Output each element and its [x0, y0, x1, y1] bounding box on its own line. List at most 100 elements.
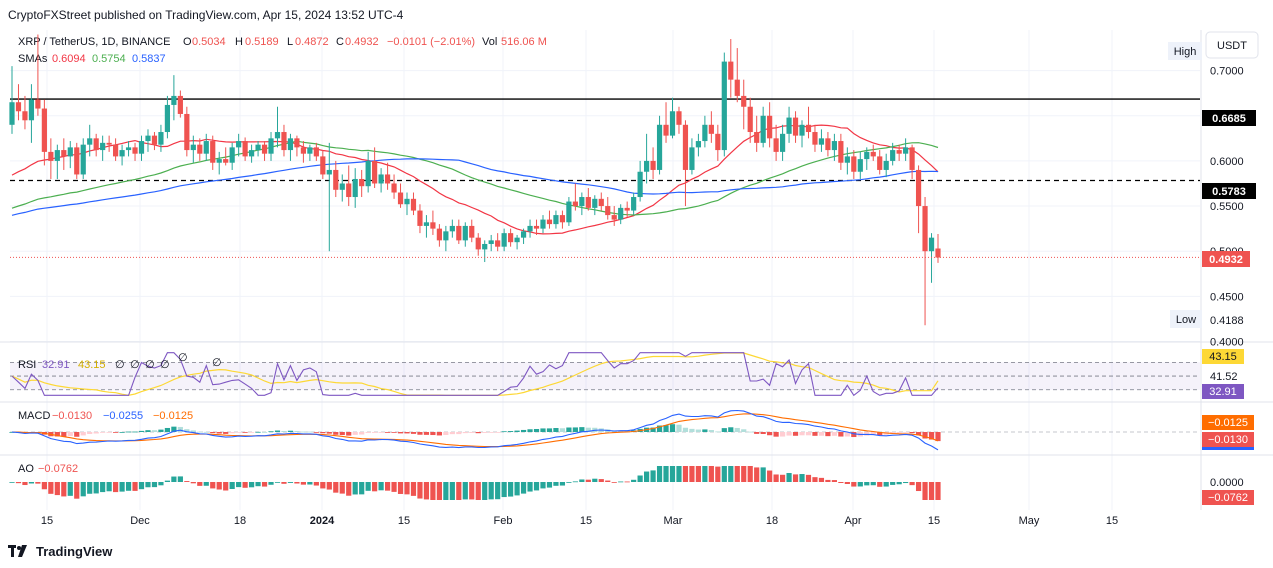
ao-bar: [410, 482, 417, 496]
candle-body: [339, 183, 345, 190]
macd-histogram-bar: [520, 429, 527, 432]
candle-body: [132, 147, 138, 154]
macd-histogram-bar: [896, 432, 902, 434]
candle-body: [702, 124, 708, 142]
ao-bar: [909, 482, 915, 486]
macd-histogram-bar: [190, 430, 196, 432]
rsi-axis: 43.15 41.52 32.91: [1202, 349, 1244, 399]
ao-bar: [890, 482, 896, 485]
time-axis[interactable]: 15 Dec 18 2024 15 Feb 15 Mar 18 Apr 15 May 15: [41, 515, 1118, 527]
macd-histogram-bar: [223, 432, 229, 434]
candle-body: [527, 225, 533, 232]
chart-canvas[interactable]: XRP / TetherUS, 1D, BINANCE O 0.5034 H 0…: [0, 30, 1273, 540]
ao-bar: [695, 466, 702, 482]
rsi-line: [11, 352, 939, 397]
macd-histogram-bar: [229, 432, 235, 434]
price-tick-label: 0.7000: [1210, 66, 1244, 78]
candle-body: [656, 124, 663, 170]
ao-bar: [391, 482, 397, 492]
ao-bar: [87, 482, 93, 494]
candle-body: [928, 237, 935, 252]
macd-histogram-bar: [715, 431, 721, 433]
macd-histogram-bar: [572, 427, 578, 432]
ao-bar: [520, 482, 527, 494]
legend-h-label: H: [235, 36, 243, 48]
ao-bar: [145, 482, 151, 488]
macd-histogram-bar: [501, 431, 507, 433]
macd-axis: −0.0125 −0.0130: [1202, 415, 1254, 450]
ao-bar: [514, 482, 520, 496]
candles: [9, 34, 941, 326]
ao-bar: [151, 482, 158, 488]
candle-body: [216, 159, 222, 163]
legend-c-value: 0.4932: [345, 36, 379, 48]
ao-bar: [928, 482, 935, 500]
macd-histogram-bar: [384, 432, 391, 433]
price-axis[interactable]: 0.70000.65000.60000.55000.50000.45000.40…: [1210, 66, 1244, 349]
candle-body: [48, 151, 54, 161]
candle-body: [125, 147, 132, 151]
macd-histogram-bar: [579, 427, 585, 432]
candle-body: [80, 144, 86, 175]
macd-histogram-bar: [922, 432, 928, 439]
candle-body: [585, 197, 591, 208]
macd-histogram-bar: [786, 432, 792, 436]
ao-bar: [35, 482, 41, 484]
ao-bar: [164, 480, 171, 482]
macd-histogram-bar: [527, 429, 533, 432]
macd-histogram-bar: [760, 432, 766, 434]
macd-histogram-bar: [261, 431, 268, 433]
macd-histogram-bar: [546, 428, 553, 432]
candle-body: [261, 144, 268, 154]
macd-macd-value: −0.0255: [103, 410, 143, 422]
candle-body: [462, 225, 468, 241]
candle-body: [812, 132, 818, 145]
ao-bar: [216, 482, 222, 490]
candle-body: [760, 115, 766, 143]
macd-histogram-bar: [346, 432, 352, 436]
ao-bar: [15, 482, 22, 484]
candle-body: [618, 207, 624, 220]
candle-body: [106, 142, 112, 145]
ao-bar: [274, 482, 281, 483]
candle-body: [786, 117, 792, 134]
candle-body: [22, 111, 28, 121]
legend-h-value: 0.5189: [245, 36, 279, 48]
currency-button[interactable]: USDT: [1205, 31, 1259, 59]
macd-histogram-bar: [747, 431, 753, 433]
rsi-placeholder-3: ∅: [145, 359, 155, 371]
ao-bar: [915, 482, 922, 492]
ao-bar: [54, 482, 60, 496]
candle-body: [631, 197, 637, 211]
candle-body: [333, 169, 339, 190]
candle-body: [935, 248, 941, 258]
ao-bar: [184, 481, 190, 482]
low-button[interactable]: Low: [1170, 310, 1202, 328]
macd-histogram-bar: [825, 432, 831, 437]
candle-body: [456, 225, 462, 241]
candle-body: [559, 215, 566, 223]
macd-histogram-bar: [138, 430, 145, 432]
ao-bar: [935, 482, 941, 500]
ao-bar: [48, 482, 54, 494]
macd-histogram-bar: [397, 432, 404, 434]
ao-bar: [508, 482, 514, 497]
ao-bar: [741, 466, 747, 482]
candle-body: [682, 124, 689, 170]
macd-histogram-bar: [462, 432, 468, 434]
ao-bar: [320, 482, 326, 489]
macd-histogram-bar: [508, 431, 514, 432]
candle-body: [378, 174, 384, 184]
candle-body: [624, 207, 630, 211]
ao-bar: [248, 482, 255, 488]
macd-histogram-bar: [669, 424, 676, 432]
ao-bar: [74, 482, 80, 499]
macd-histogram-bar: [475, 432, 481, 434]
candle-body: [676, 111, 682, 125]
high-button[interactable]: High: [1168, 42, 1202, 60]
candle-body: [475, 237, 481, 250]
ao-bar: [754, 467, 760, 482]
level-lower-value: 0.5783: [1212, 186, 1246, 198]
macd-histogram-bar: [890, 432, 896, 434]
candle-body: [423, 222, 430, 226]
